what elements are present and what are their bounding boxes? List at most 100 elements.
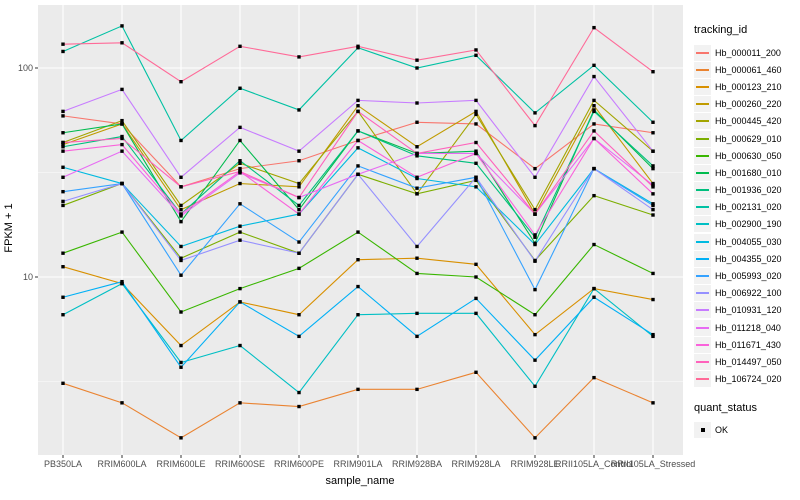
- data-point: [120, 181, 124, 186]
- x-tick-label-RRIM901LA: RRIM901LA: [333, 459, 383, 469]
- data-point: [61, 175, 65, 179]
- data-point: [61, 265, 65, 269]
- data-point: [651, 207, 655, 212]
- legend-title-tracking-id: tracking_id: [694, 24, 748, 36]
- data-point: [474, 48, 478, 52]
- legend-item-Hb_106724_020: Hb_106724_020: [694, 371, 800, 388]
- data-point: [297, 313, 301, 317]
- data-point: [651, 164, 655, 168]
- data-point: [120, 401, 124, 405]
- data-point: [356, 387, 360, 392]
- data-point: [238, 224, 242, 228]
- legend-item-label: Hb_011218_040: [715, 322, 781, 333]
- data-point: [474, 151, 478, 156]
- data-point: [61, 189, 65, 194]
- data-point: [238, 86, 242, 90]
- legend-items-tracking-id: Hb_000011_200 Hb_000061_460 Hb_000123_210 H…: [694, 44, 800, 388]
- legend-key-swatch: [694, 353, 711, 370]
- data-point: [474, 112, 478, 117]
- legend-item-Hb_001936_020: Hb_001936_020: [694, 182, 800, 199]
- x-axis-title: sample_name: [325, 475, 395, 487]
- legend-item-Hb_002131_020: Hb_002131_020: [694, 199, 800, 216]
- legend-key-swatch: [694, 182, 711, 199]
- data-point: [179, 365, 183, 369]
- data-point: [651, 131, 655, 135]
- data-point: [533, 242, 537, 247]
- data-point: [356, 129, 360, 133]
- data-point: [356, 172, 360, 177]
- data-point: [474, 262, 478, 267]
- legend-item-Hb_011218_040: Hb_011218_040: [694, 319, 800, 336]
- data-point: [297, 181, 301, 186]
- data-point: [238, 159, 242, 163]
- data-point: [474, 161, 478, 165]
- data-point: [474, 275, 478, 279]
- data-point: [415, 192, 419, 196]
- x-tick-label-RRII105LA_Stressed: RRII105LA_Stressed: [610, 459, 696, 469]
- data-point: [474, 185, 478, 189]
- data-point: [415, 271, 419, 276]
- data-point: [238, 343, 242, 348]
- data-point: [120, 149, 124, 153]
- data-point: [61, 145, 65, 149]
- data-point: [179, 79, 183, 84]
- data-point: [297, 149, 301, 153]
- data-point: [533, 332, 537, 337]
- legend-item-Hb_005993_020: Hb_005993_020: [694, 267, 800, 285]
- legend-line-icon: [696, 326, 709, 329]
- legend-line-icon: [696, 223, 709, 226]
- data-point: [415, 175, 419, 179]
- legend-line-icon: [696, 343, 709, 346]
- data-point: [415, 334, 419, 339]
- legend-item-label: Hb_001936_020: [715, 185, 782, 196]
- legend-items-quant-status: OK: [694, 422, 800, 439]
- data-point: [415, 66, 419, 70]
- data-point: [592, 136, 596, 141]
- legend-line-icon: [696, 120, 709, 123]
- data-point: [179, 138, 183, 143]
- x-tick-label-RRIM928LE: RRIM928LE: [510, 459, 560, 469]
- data-point: [415, 145, 419, 149]
- legend-item-label: Hb_002900_190: [715, 219, 782, 230]
- data-point: [179, 273, 183, 277]
- data-point: [474, 122, 478, 126]
- legend-line-icon: [696, 240, 709, 243]
- data-point: [120, 279, 124, 284]
- data-point: [474, 140, 478, 145]
- legend-line-icon: [696, 103, 709, 106]
- data-point: [592, 98, 596, 103]
- legend-line-icon: [696, 206, 709, 209]
- data-point: [297, 390, 301, 395]
- legend-item-Hb_000061_460: Hb_000061_460: [694, 61, 800, 78]
- data-point: [61, 251, 65, 255]
- data-point: [238, 44, 242, 49]
- legend-item-label: Hb_001680_010: [715, 167, 782, 178]
- data-point: [61, 203, 65, 208]
- data-point: [120, 87, 124, 92]
- data-point: [651, 166, 655, 171]
- legend-item-label: Hb_000123_210: [715, 81, 782, 92]
- data-point: [179, 256, 183, 260]
- legend-item-Hb_001680_010: Hb_001680_010: [694, 164, 800, 181]
- data-point: [592, 295, 596, 299]
- data-point: [297, 185, 301, 189]
- legend-item-Hb_011671_430: Hb_011671_430: [694, 336, 800, 353]
- legend: tracking_id Hb_000011_200 Hb_000061_460 Hb…: [694, 24, 800, 439]
- data-point: [533, 384, 537, 388]
- data-point: [61, 42, 65, 46]
- data-point: [474, 53, 478, 58]
- data-point: [651, 213, 655, 217]
- legend-line-icon: [696, 292, 709, 295]
- legend-key-swatch: [694, 61, 711, 78]
- data-point: [592, 375, 596, 380]
- data-point: [179, 212, 183, 216]
- data-point: [651, 203, 655, 208]
- data-point: [533, 313, 537, 317]
- legend-item-Hb_000629_010: Hb_000629_010: [694, 130, 800, 147]
- data-point: [533, 166, 537, 171]
- data-point: [61, 109, 65, 114]
- data-point: [120, 136, 124, 141]
- data-point: [356, 104, 360, 108]
- data-point: [297, 334, 301, 339]
- data-point: [179, 343, 183, 348]
